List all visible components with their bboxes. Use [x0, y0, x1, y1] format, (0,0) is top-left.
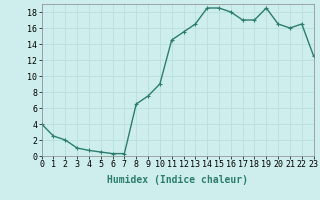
X-axis label: Humidex (Indice chaleur): Humidex (Indice chaleur)	[107, 175, 248, 185]
